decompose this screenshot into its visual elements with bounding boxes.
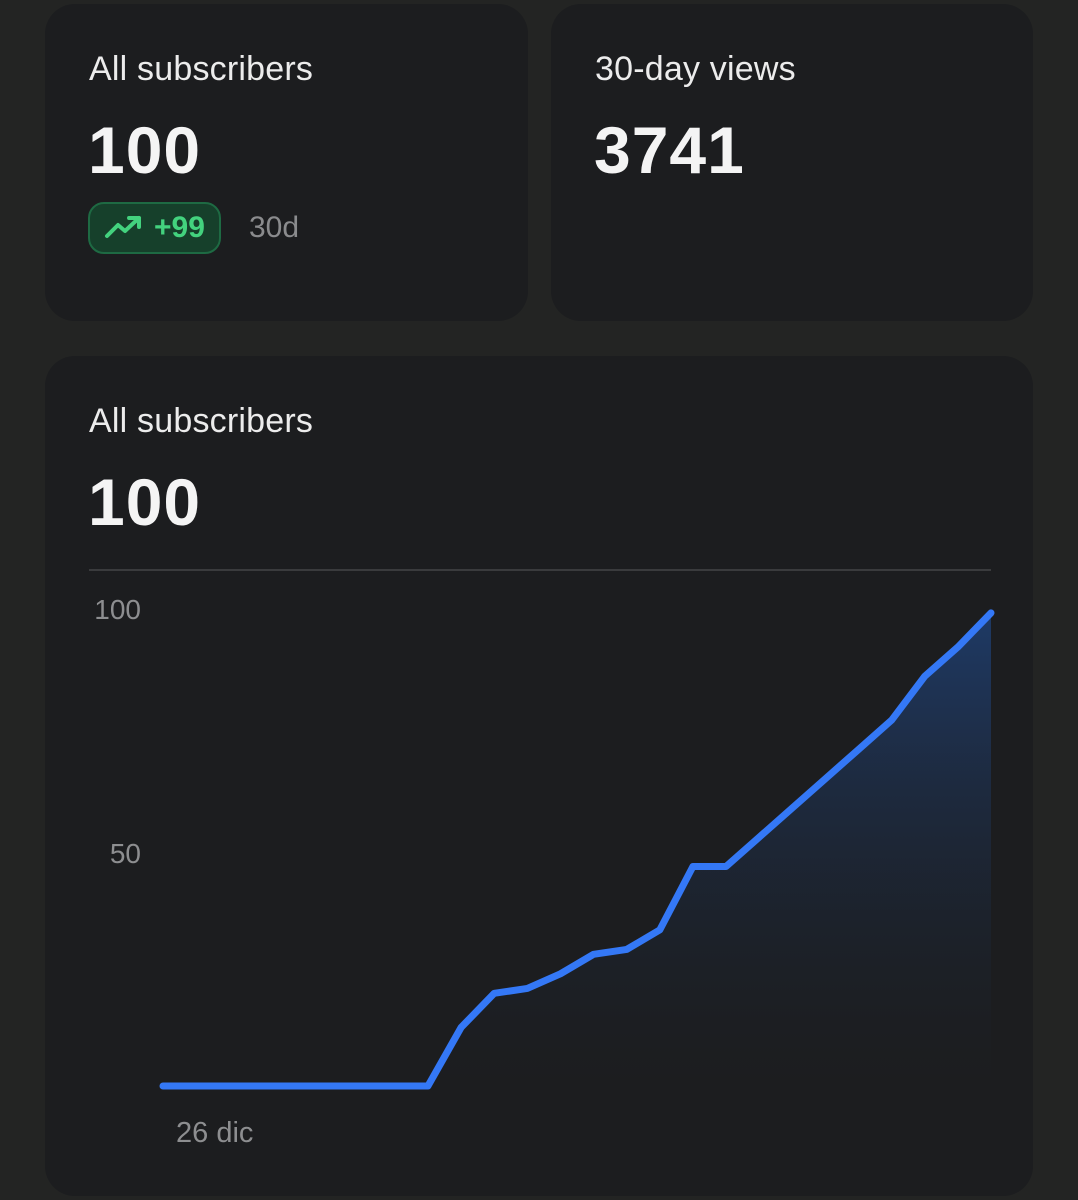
growth-badge: +99 xyxy=(88,202,221,254)
series-line xyxy=(159,609,995,1090)
views-label: 30-day views xyxy=(595,50,796,88)
series-area xyxy=(163,612,991,1086)
subscribers-chart-card: All subscribers 100 100 50 26 dic xyxy=(45,356,1033,1196)
chart-value: 100 xyxy=(88,465,202,539)
y-tick-label: 100 xyxy=(94,594,141,625)
chart-title: All subscribers xyxy=(89,402,314,440)
y-tick-label: 50 xyxy=(110,838,141,869)
subscribers-label: All subscribers xyxy=(89,50,314,88)
growth-period: 30d xyxy=(249,211,300,244)
views-card[interactable]: 30-day views 3741 xyxy=(551,4,1033,321)
subscribers-card[interactable]: All subscribers 100 +99 30d xyxy=(45,4,528,321)
subscribers-chart: 100 50 26 dic xyxy=(89,569,995,1149)
views-value: 3741 xyxy=(594,113,745,187)
growth-value: +99 xyxy=(154,211,205,244)
subscribers-value: 100 xyxy=(88,113,202,187)
trending-up-icon xyxy=(105,216,141,238)
x-tick-label: 26 dic xyxy=(176,1117,253,1149)
